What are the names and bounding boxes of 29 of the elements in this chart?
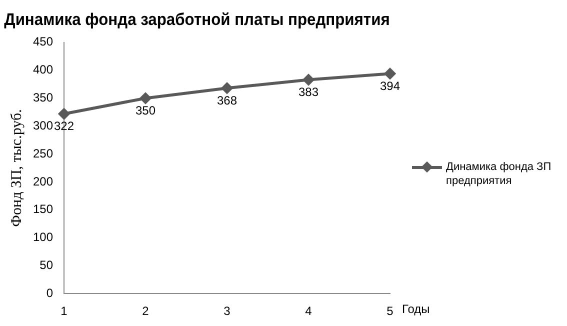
point — [384, 68, 396, 80]
chart-title: Динамика фонда заработной платы предприятия — [4, 10, 390, 30]
x-tick-label: 5 — [386, 304, 394, 318]
x-axis-title: Годы — [402, 302, 430, 316]
y-tick-label: 400 — [32, 62, 54, 77]
data-label: 394 — [380, 78, 400, 93]
data-label: 368 — [216, 93, 238, 108]
x-tick-label: 4 — [305, 304, 312, 318]
x-tick-label: 1 — [60, 304, 68, 318]
y-tick-label: 300 — [32, 118, 54, 132]
y-tick-label: 100 — [32, 230, 54, 244]
point — [222, 82, 233, 94]
y-tick-label: 50 — [40, 258, 54, 272]
y-axis-title: Фонд ЗП, тыс.руб. — [8, 109, 25, 227]
y-tick-label: 250 — [32, 146, 54, 160]
data-label: 350 — [136, 104, 156, 118]
y-tick-label: 0 — [46, 286, 54, 300]
point — [58, 108, 70, 120]
data-label: 322 — [54, 119, 74, 134]
y-tick-label: 450 — [32, 34, 54, 49]
point — [303, 74, 314, 86]
legend-label: Динамика фонда ЗП предприятия — [446, 160, 552, 188]
y-tick-label: 200 — [32, 174, 54, 188]
y-tick-label: 150 — [32, 202, 54, 216]
y-tick-label: 350 — [32, 90, 54, 105]
point — [140, 92, 152, 104]
x-tick-label: 3 — [224, 304, 231, 318]
data-label: 383 — [298, 85, 319, 100]
x-tick-label: 2 — [142, 304, 150, 318]
